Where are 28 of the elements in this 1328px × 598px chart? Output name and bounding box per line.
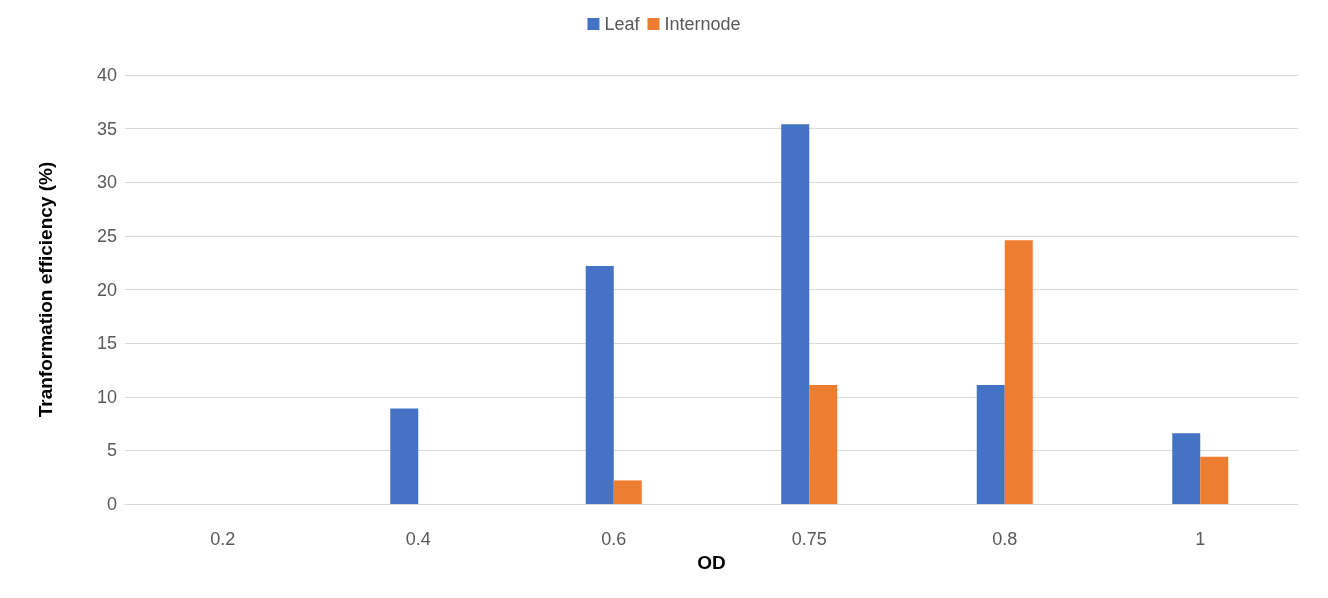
x-tick-label: 0.4	[405, 529, 431, 549]
x-tick-label: 0.2	[210, 529, 236, 549]
x-tick-label: 1	[1195, 529, 1206, 549]
y-tick-label: 40	[96, 65, 117, 85]
y-tick-label: 5	[106, 440, 117, 461]
y-axis-title: Tranformation efficiency (%)	[35, 161, 56, 418]
x-tick-label: 0.8	[992, 529, 1018, 549]
y-tick-label: 10	[96, 386, 117, 407]
bar	[781, 124, 810, 504]
bar	[976, 384, 1005, 504]
y-tick-label: 25	[96, 225, 117, 246]
y-tick-label: 20	[96, 279, 117, 300]
bar	[1200, 456, 1229, 504]
bar	[1172, 433, 1201, 504]
x-axis-title: OD	[697, 551, 726, 573]
bar	[390, 408, 419, 504]
x-tick-label: 0.6	[601, 529, 627, 549]
bar	[613, 480, 642, 504]
bar	[585, 265, 614, 504]
bar	[809, 384, 838, 504]
y-tick-label: 35	[96, 118, 117, 139]
bar	[1004, 240, 1033, 504]
y-tick-label: 0	[106, 494, 117, 514]
legend-label: Leaf	[604, 14, 641, 34]
y-tick-label: 15	[96, 333, 117, 354]
y-tick-label: 30	[96, 172, 117, 193]
x-tick-label: 0.75	[791, 529, 827, 549]
legend-label: Internode	[664, 14, 741, 34]
